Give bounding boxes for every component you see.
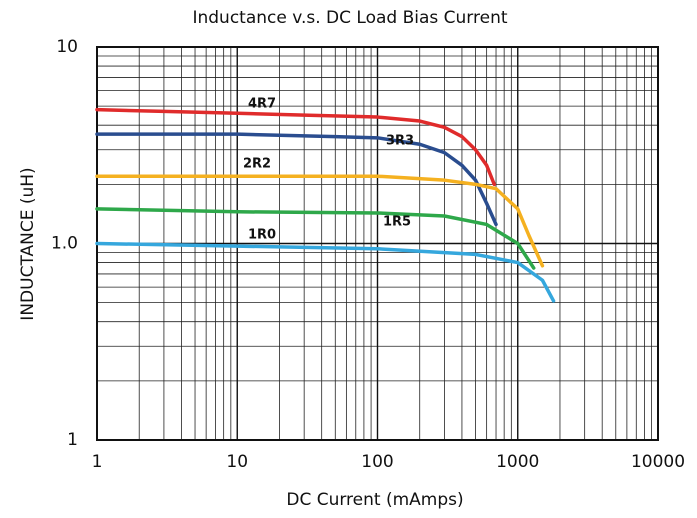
- y-tick-label: 1: [67, 430, 78, 450]
- x-tick-label: 100: [361, 452, 393, 472]
- series-label: 1R5: [383, 215, 411, 230]
- series-line: [95, 107, 497, 187]
- series-label: 3R3: [386, 134, 414, 149]
- x-tick-label: 1000: [496, 452, 539, 472]
- series-line: [95, 132, 498, 227]
- y-tick-label: 10: [56, 37, 78, 57]
- series-line: [95, 241, 556, 303]
- series-label: 2R2: [243, 157, 271, 172]
- x-tick-label: 10000: [631, 452, 685, 472]
- x-tick-label: 10: [226, 452, 248, 472]
- y-axis-label: INDUCTANCE (uH): [18, 167, 38, 320]
- series-label: 1R0: [248, 228, 276, 243]
- series-label: 4R7: [248, 97, 276, 112]
- x-tick-label: 1: [92, 452, 103, 472]
- series-line: [95, 174, 545, 268]
- series-line: [95, 207, 536, 270]
- chart-title: Inductance v.s. DC Load Bias Current: [192, 8, 507, 28]
- x-axis-label: DC Current (mAmps): [286, 490, 463, 510]
- y-tick-label: 1.0: [51, 234, 78, 254]
